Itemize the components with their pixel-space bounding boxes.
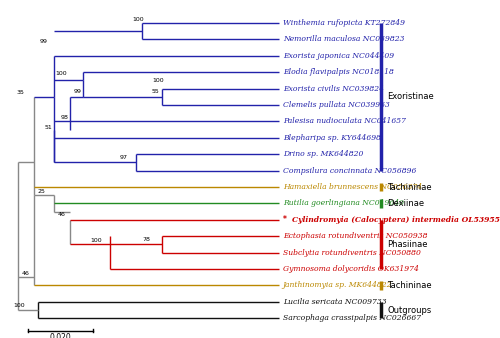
Text: 98: 98 [60, 115, 68, 120]
Text: Clemelis pullata NC039963: Clemelis pullata NC039963 [282, 101, 390, 109]
Text: 100: 100 [56, 71, 68, 76]
Text: 99: 99 [40, 39, 48, 44]
Text: Exorista japonica NC044409: Exorista japonica NC044409 [282, 52, 394, 60]
Text: Elodia flavipalpis NC018118: Elodia flavipalpis NC018118 [282, 68, 394, 76]
Text: Gymnosoma dolycoridis OK631974: Gymnosoma dolycoridis OK631974 [282, 265, 418, 273]
Text: 100: 100 [152, 78, 164, 83]
Text: Rutilia goerlingiana NC019640: Rutilia goerlingiana NC019640 [282, 199, 404, 208]
Text: Sarcophaga crassipalpis NC026667: Sarcophaga crassipalpis NC026667 [282, 314, 421, 322]
Text: Winthemia rufopicta KT272849: Winthemia rufopicta KT272849 [282, 19, 405, 27]
Text: Palesisa nudioculata NC041657: Palesisa nudioculata NC041657 [282, 117, 406, 125]
Text: Tachininae: Tachininae [387, 281, 432, 290]
Text: 46: 46 [58, 212, 65, 217]
Text: Hamaxiella brunnescens NC056374: Hamaxiella brunnescens NC056374 [282, 183, 422, 191]
Text: Phasiinae: Phasiinae [387, 240, 428, 249]
Text: 100: 100 [90, 238, 102, 243]
Text: 0.020: 0.020 [50, 333, 72, 338]
Text: 55: 55 [152, 89, 160, 94]
Text: 78: 78 [142, 237, 150, 242]
Text: 35: 35 [16, 90, 24, 95]
Text: 51: 51 [44, 125, 52, 130]
Text: 99: 99 [74, 89, 82, 94]
Text: Exorista civilis NC039824: Exorista civilis NC039824 [282, 84, 384, 93]
Text: 100: 100 [132, 17, 144, 22]
Text: *: * [282, 215, 286, 224]
Text: Subclytia rotundiventris NC050880: Subclytia rotundiventris NC050880 [282, 249, 420, 257]
Text: Janthinomyia sp. MK644822: Janthinomyia sp. MK644822 [282, 282, 392, 289]
Text: Drino sp. MK644820: Drino sp. MK644820 [282, 150, 363, 158]
Text: 46: 46 [22, 271, 29, 275]
Text: Tachininae: Tachininae [387, 183, 432, 192]
Text: Exoristinae: Exoristinae [387, 92, 434, 101]
Text: Nemorilla maculosa NC039823: Nemorilla maculosa NC039823 [282, 35, 404, 44]
Text: Ectophasia rotundiventris NC050938: Ectophasia rotundiventris NC050938 [282, 232, 427, 240]
Text: Compsilura concinnata NC056896: Compsilura concinnata NC056896 [282, 167, 416, 175]
Text: 100: 100 [13, 304, 25, 308]
Text: Dexiinae: Dexiinae [387, 199, 424, 208]
Text: Lucilia sericata NC009733: Lucilia sericata NC009733 [282, 298, 387, 306]
Text: Cylindromyia (Calocyptera) intermedia OL539555: Cylindromyia (Calocyptera) intermedia OL… [292, 216, 500, 224]
Text: 97: 97 [120, 155, 128, 160]
Text: 25: 25 [38, 189, 46, 194]
Text: Blepharipa sp. KY644698: Blepharipa sp. KY644698 [282, 134, 380, 142]
Text: Outgroups: Outgroups [387, 306, 432, 315]
